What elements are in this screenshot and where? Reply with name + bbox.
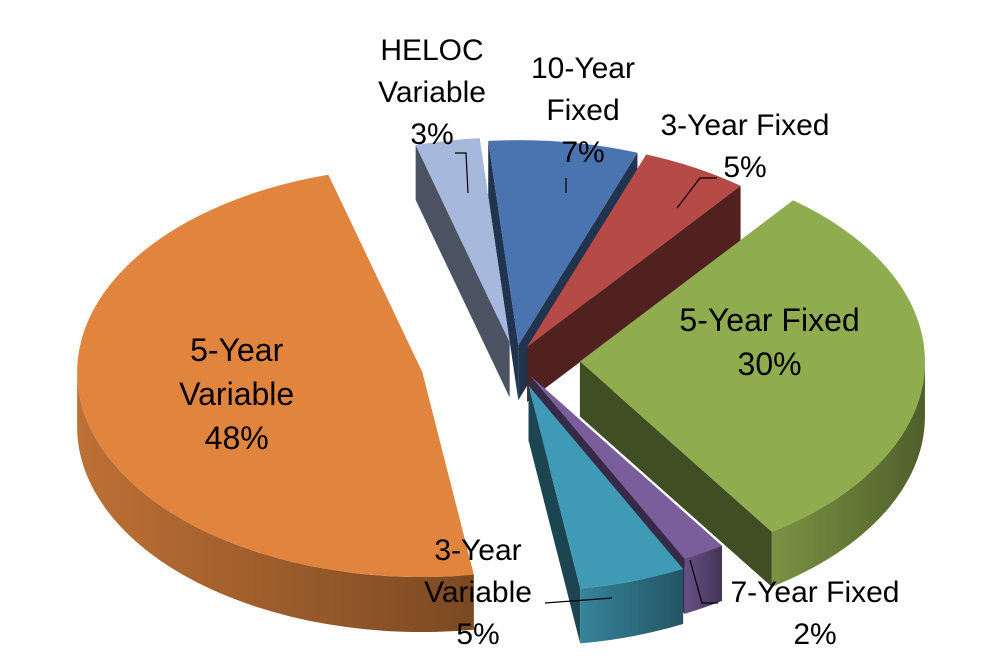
value-label-7-year-fixed: 2%	[793, 618, 836, 651]
name-label-10-year-fixed-0: 10-Year	[531, 52, 635, 85]
slice-side-3-year-fixed-1	[527, 185, 741, 402]
slice-top-3-year-fixed	[527, 154, 741, 347]
slice-top-heloc-variable	[415, 138, 510, 343]
slice-top-3-year-variable	[528, 385, 684, 589]
slice-heloc-variable	[415, 138, 510, 398]
name-label-3-year-fixed-0: 3-Year Fixed	[661, 109, 830, 142]
name-label-5-year-variable-0: 5-Year	[190, 332, 283, 368]
data-label-3-year-variable: 3-Year Variable 5%	[424, 534, 532, 651]
leader-line-7-year-fixed	[689, 559, 718, 604]
slice-top-5-year-fixed	[579, 200, 925, 532]
value-label-5-year-fixed: 30%	[738, 346, 802, 382]
slice-3-year-variable	[528, 385, 684, 644]
data-label-5-year-fixed: 5-Year Fixed 30%	[679, 302, 859, 382]
name-label-3-year-variable-1: Variable	[424, 576, 532, 609]
value-label-5-year-variable: 48%	[205, 420, 269, 456]
slice-wall-5-year-variable-0	[77, 372, 474, 633]
slice-top-7-year-fixed	[530, 375, 723, 559]
data-label-5-year-variable: 5-Year Variable 48%	[179, 332, 294, 456]
name-label-10-year-fixed-1: Fixed	[546, 94, 619, 127]
value-label-3-year-fixed: 5%	[723, 151, 766, 184]
leader-line-heloc-variable	[455, 152, 469, 194]
data-label-heloc-variable: HELOC Variable 3%	[378, 34, 486, 151]
name-label-heloc-variable-1: Variable	[378, 76, 486, 109]
leader-line-3-year-fixed	[676, 177, 717, 209]
value-label-10-year-fixed: 7%	[561, 136, 604, 169]
data-label-7-year-fixed: 7-Year Fixed 2%	[731, 576, 900, 651]
slice-3-year-fixed	[527, 154, 741, 402]
name-label-3-year-variable-0: 3-Year	[434, 534, 521, 567]
slice-side-3-year-variable-1	[528, 385, 581, 644]
name-label-5-year-variable-1: Variable	[179, 376, 294, 412]
value-label-heloc-variable: 3%	[410, 118, 453, 151]
slice-wall-3-year-variable-0	[580, 569, 684, 644]
slice-side-10-year-fixed-0	[488, 140, 519, 401]
name-label-7-year-fixed-0: 7-Year Fixed	[731, 576, 900, 609]
slice-top-10-year-fixed	[488, 140, 638, 346]
name-label-heloc-variable-0: HELOC	[380, 34, 483, 67]
slice-wall-7-year-fixed-0	[684, 545, 723, 614]
slice-side-5-year-fixed-1	[579, 361, 772, 587]
slice-top-5-year-variable	[77, 174, 474, 578]
slice-wall-5-year-fixed-0	[771, 361, 925, 587]
slice-5-year-variable	[77, 174, 474, 633]
data-label-3-year-fixed: 3-Year Fixed 5%	[661, 109, 830, 184]
leader-line-3-year-variable	[544, 597, 613, 604]
slice-5-year-fixed	[579, 200, 925, 587]
value-label-3-year-variable: 5%	[456, 618, 499, 651]
slice-side-heloc-variable-0	[415, 145, 510, 398]
data-label-10-year-fixed: 10-Year Fixed 7%	[531, 52, 635, 169]
name-label-5-year-fixed-0: 5-Year Fixed	[679, 302, 859, 338]
